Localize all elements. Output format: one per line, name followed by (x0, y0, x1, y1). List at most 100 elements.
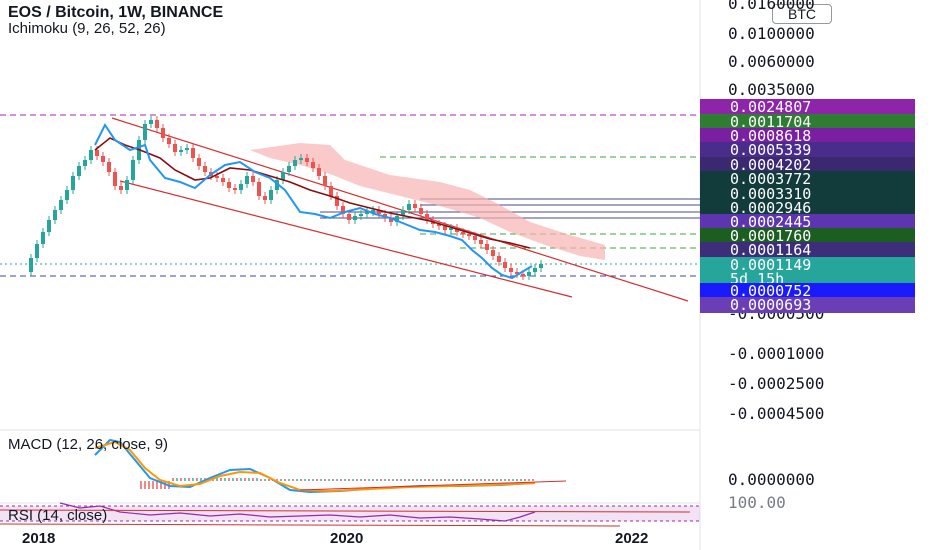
macd-histogram-bar (460, 479, 462, 481)
macd-histogram-bar (348, 479, 350, 481)
macd-histogram-bar (456, 479, 458, 481)
macd-histogram-bar (328, 479, 330, 481)
candle-body (533, 268, 537, 272)
macd-histogram-bar (160, 481, 162, 489)
rsi-axis-label: 100.00 (728, 493, 786, 512)
macd-histogram-bar (184, 478, 186, 481)
candle-body (35, 244, 39, 258)
rsi-band (0, 506, 700, 521)
macd-histogram-bar (412, 479, 414, 481)
candle-body (221, 178, 225, 182)
rsi-line (59, 502, 536, 522)
macd-histogram-bar (444, 479, 446, 481)
candle-body (521, 274, 525, 276)
macd-histogram-bar (228, 478, 230, 481)
channel-lower-line (119, 180, 573, 298)
candle-body (227, 182, 231, 188)
macd-histogram-bar (240, 478, 242, 481)
macd-histogram-bar (148, 481, 150, 489)
candle-body (467, 234, 471, 236)
macd-histogram-bar (468, 479, 470, 481)
candle-body (47, 220, 51, 232)
macd-histogram-bar (300, 479, 302, 481)
candle-body (329, 186, 333, 196)
candle-body (437, 224, 441, 226)
macd-histogram-bar (420, 479, 422, 481)
macd-histogram-bar (416, 479, 418, 481)
macd-histogram-bar (332, 479, 334, 481)
candle-body (485, 244, 489, 250)
price-tag: 0.0005339 (700, 142, 915, 158)
macd-histogram-bar (320, 479, 322, 481)
ichimoku-cloud (250, 143, 605, 260)
macd-histogram-bar (192, 478, 194, 481)
macd-histogram-bar (372, 479, 374, 481)
macd-histogram-bar (436, 479, 438, 481)
macd-histogram-bar (276, 479, 278, 481)
macd-histogram-bar (152, 481, 154, 489)
macd-histogram-bar (292, 479, 294, 481)
symbol-button[interactable]: BTC (772, 4, 832, 24)
candle-body (479, 240, 483, 244)
macd-histogram-bar (476, 479, 478, 481)
candles (29, 116, 543, 280)
ichimoku-base-line (94, 137, 531, 249)
macd-histogram-bar (368, 479, 370, 481)
indicator-label-ichimoku: Ichimoku (9, 26, 52, 26) (8, 20, 166, 37)
macd-histogram-bar (140, 481, 142, 489)
price-tag: 0.0003772 (700, 171, 915, 187)
x-tick-label: 2020 (330, 530, 364, 547)
macd-histogram-bar (532, 479, 534, 481)
price-tag: 0.0024807 (700, 99, 915, 115)
macd-histogram-bar (432, 479, 434, 481)
macd-histogram-bar (288, 479, 290, 481)
macd-histogram-bar (196, 478, 198, 481)
macd-histogram-bar (500, 479, 502, 481)
macd-histogram-bar (484, 479, 486, 481)
macd-histogram-bar (264, 479, 266, 481)
candle-body (203, 166, 207, 172)
macd-histogram-bar (520, 479, 522, 481)
candle-body (509, 268, 513, 272)
macd-histogram-bar (200, 478, 202, 481)
candle-body (155, 120, 159, 128)
candle-body (107, 162, 111, 172)
candle-body (95, 150, 99, 156)
price-tag: 0.0002445 (700, 214, 915, 230)
candle-body (419, 208, 423, 214)
candle-body (161, 128, 165, 138)
macd-histogram-bar (340, 479, 342, 481)
price-tag: 0.0000693 (700, 297, 915, 313)
macd-histogram (140, 478, 534, 489)
candle-body (461, 232, 465, 234)
price-tag: 0.0008618 (700, 128, 915, 144)
macd-histogram-bar (452, 479, 454, 481)
indicator-label-macd: MACD (12, 26, close, 9) (8, 436, 169, 453)
macd-histogram-bar (364, 479, 366, 481)
x-tick-label: 2022 (615, 530, 649, 547)
candle-body (389, 218, 393, 222)
candle-body (191, 148, 195, 158)
macd-histogram-bar (380, 479, 382, 481)
candle-body (239, 184, 243, 190)
macd-axis-label: 0.0000000 (728, 470, 815, 489)
y-tick-label: -0.0001000 (728, 344, 825, 363)
candle-body (173, 144, 177, 152)
macd-histogram-bar (464, 479, 466, 481)
rsi-trendline-upper (0, 509, 691, 513)
macd-histogram-bar (352, 479, 354, 481)
candle-body (251, 176, 255, 182)
price-tag: 0.0001149 (700, 257, 915, 273)
macd-histogram-bar (516, 479, 518, 481)
candle-body (491, 250, 495, 256)
candle-body (59, 200, 63, 210)
macd-histogram-bar (396, 479, 398, 481)
macd-histogram-bar (376, 479, 378, 481)
candle-body (293, 160, 297, 166)
macd-histogram-bar (216, 478, 218, 481)
macd-histogram-bar (448, 479, 450, 481)
macd-histogram-bar (260, 479, 262, 481)
macd-histogram-bar (312, 479, 314, 481)
macd-histogram-bar (336, 479, 338, 481)
candle-body (497, 256, 501, 262)
